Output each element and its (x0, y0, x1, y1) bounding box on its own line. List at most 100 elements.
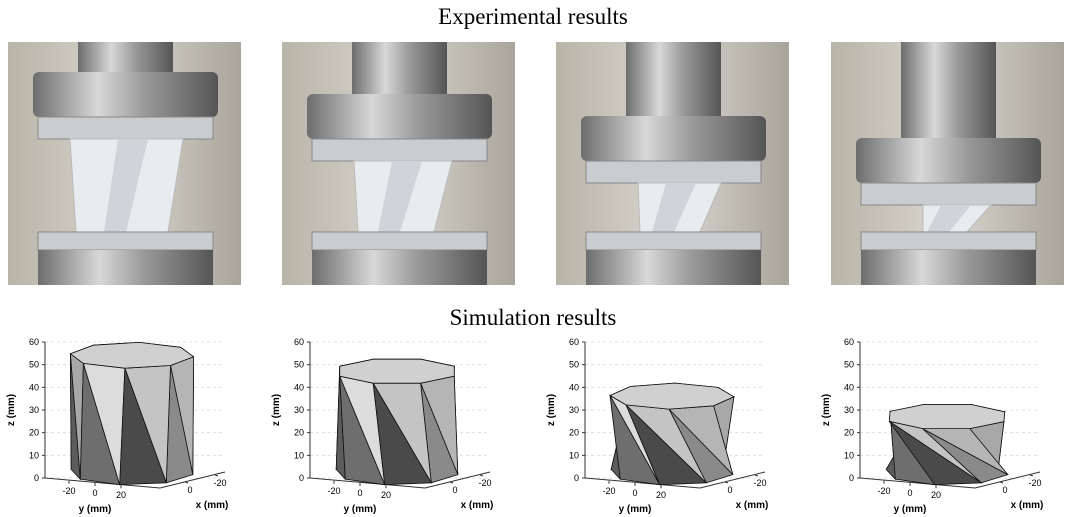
y-axis-label: y (mm) (79, 504, 112, 515)
x-tick-label: 0 (727, 485, 732, 495)
x-axis (699, 471, 766, 489)
z-axis-label: z (mm) (821, 394, 832, 426)
z-tick-label: 60 (29, 337, 39, 347)
section-title: Experimental results (438, 4, 628, 29)
bottom-plate (312, 250, 487, 285)
z-tick-label: 50 (29, 360, 39, 370)
z-tick-label: 10 (844, 450, 854, 460)
z-axis-label: z (mm) (271, 394, 282, 426)
y-axis-label: y (mm) (619, 504, 652, 515)
photo (8, 42, 241, 285)
bottom-acrylic (311, 231, 488, 251)
z-tick-label: 60 (569, 337, 579, 347)
z-tick-label: 40 (29, 382, 39, 392)
x-tick (214, 474, 219, 477)
y-tick-label: 20 (656, 490, 666, 500)
z-tick-label: 50 (294, 360, 304, 370)
x-tick (754, 474, 759, 477)
z-tick-label: 20 (29, 428, 39, 438)
prism-top (609, 382, 735, 410)
x-tick-label: 0 (452, 485, 457, 495)
x-axis-label: x (mm) (196, 500, 229, 511)
z-tick-label: 10 (294, 450, 304, 460)
y-tick-label: 0 (907, 488, 912, 498)
x-axis (159, 471, 226, 489)
z-tick-label: 0 (849, 473, 854, 483)
y-axis (584, 477, 701, 489)
y-axis (859, 477, 976, 489)
photo (831, 42, 1064, 285)
y-axis (44, 477, 161, 489)
sim-plot: 0 10 20 30 40 50 60 z (mm) -20 0 20 -20 0 y (mm) x (mm… (271, 337, 493, 515)
bottom-acrylic (860, 231, 1037, 251)
top-acrylic (585, 160, 762, 184)
x-tick (724, 481, 729, 484)
prism-top (888, 403, 1006, 430)
x-tick (1029, 474, 1034, 477)
specimen-fold (652, 183, 696, 232)
x-tick (184, 481, 189, 484)
x-tick-label: 0 (1002, 485, 1007, 495)
top-acrylic (311, 138, 488, 162)
z-tick-label: 20 (294, 428, 304, 438)
x-axis-label: x (mm) (736, 500, 769, 511)
y-tick-label: 0 (632, 488, 637, 498)
y-axis-label: y (mm) (894, 504, 927, 515)
photo (556, 42, 789, 285)
photo (282, 42, 515, 285)
plot-row: 0 10 20 30 40 50 60 z (mm) -20 0 20 -20 0 y (mm) x (mm… (6, 337, 1043, 515)
y-tick-label: 20 (381, 490, 391, 500)
bottom-plate (586, 250, 761, 285)
top-acrylic (860, 182, 1037, 206)
z-axis-label: z (mm) (6, 394, 17, 426)
z-tick-label: 30 (294, 405, 304, 415)
piston (901, 42, 996, 142)
top-plate (307, 94, 492, 139)
y-axis-label: y (mm) (344, 504, 377, 515)
prism-face (888, 420, 983, 486)
y-tick-label: 20 (931, 490, 941, 500)
top-plate (581, 116, 766, 161)
y-tick-label: -20 (327, 486, 340, 496)
z-tick-label: 60 (294, 337, 304, 347)
z-tick-label: 50 (569, 360, 579, 370)
specimen-fold (378, 161, 422, 232)
y-tick-label: 20 (116, 490, 126, 500)
y-tick-label: -20 (877, 486, 890, 496)
z-tick-label: 30 (569, 405, 579, 415)
x-axis-label: x (mm) (461, 500, 494, 511)
sim-plot: 0 10 20 30 40 50 60 z (mm) -20 0 20 -20 0 y (mm) x (mm… (546, 337, 768, 515)
z-tick-label: 40 (569, 382, 579, 392)
z-axis-label: z (mm) (546, 394, 557, 426)
top-plate (33, 72, 218, 117)
x-axis (424, 471, 491, 489)
z-tick-label: 40 (844, 382, 854, 392)
sim-plot: 0 10 20 30 40 50 60 z (mm) -20 0 20 -20 0 y (mm) x (mm… (6, 337, 228, 515)
piston (352, 42, 447, 102)
prism-face (372, 382, 432, 486)
prism-face (119, 368, 167, 486)
section-title: Simulation results (450, 305, 617, 330)
x-axis (974, 471, 1041, 489)
prism-top (69, 341, 195, 369)
z-tick-label: 10 (569, 450, 579, 460)
bottom-acrylic (37, 231, 214, 251)
photo-row (8, 42, 1064, 285)
y-axis (309, 477, 426, 489)
bottom-acrylic (585, 231, 762, 251)
z-tick-label: 0 (299, 473, 304, 483)
y-tick-label: 0 (92, 488, 97, 498)
z-tick-label: 50 (844, 360, 854, 370)
top-plate (856, 138, 1041, 183)
z-tick-label: 10 (29, 450, 39, 460)
bottom-plate (38, 250, 213, 285)
x-tick-label: 0 (187, 485, 192, 495)
z-tick-label: 20 (569, 428, 579, 438)
y-tick-label: -20 (62, 486, 75, 496)
x-axis-label: x (mm) (1011, 500, 1044, 511)
sim-plot: 0 10 20 30 40 50 60 z (mm) -20 0 20 -20 0 y (mm) x (mm… (821, 337, 1043, 515)
z-tick-label: 0 (574, 473, 579, 483)
z-tick-label: 0 (34, 473, 39, 483)
top-acrylic (37, 116, 214, 140)
